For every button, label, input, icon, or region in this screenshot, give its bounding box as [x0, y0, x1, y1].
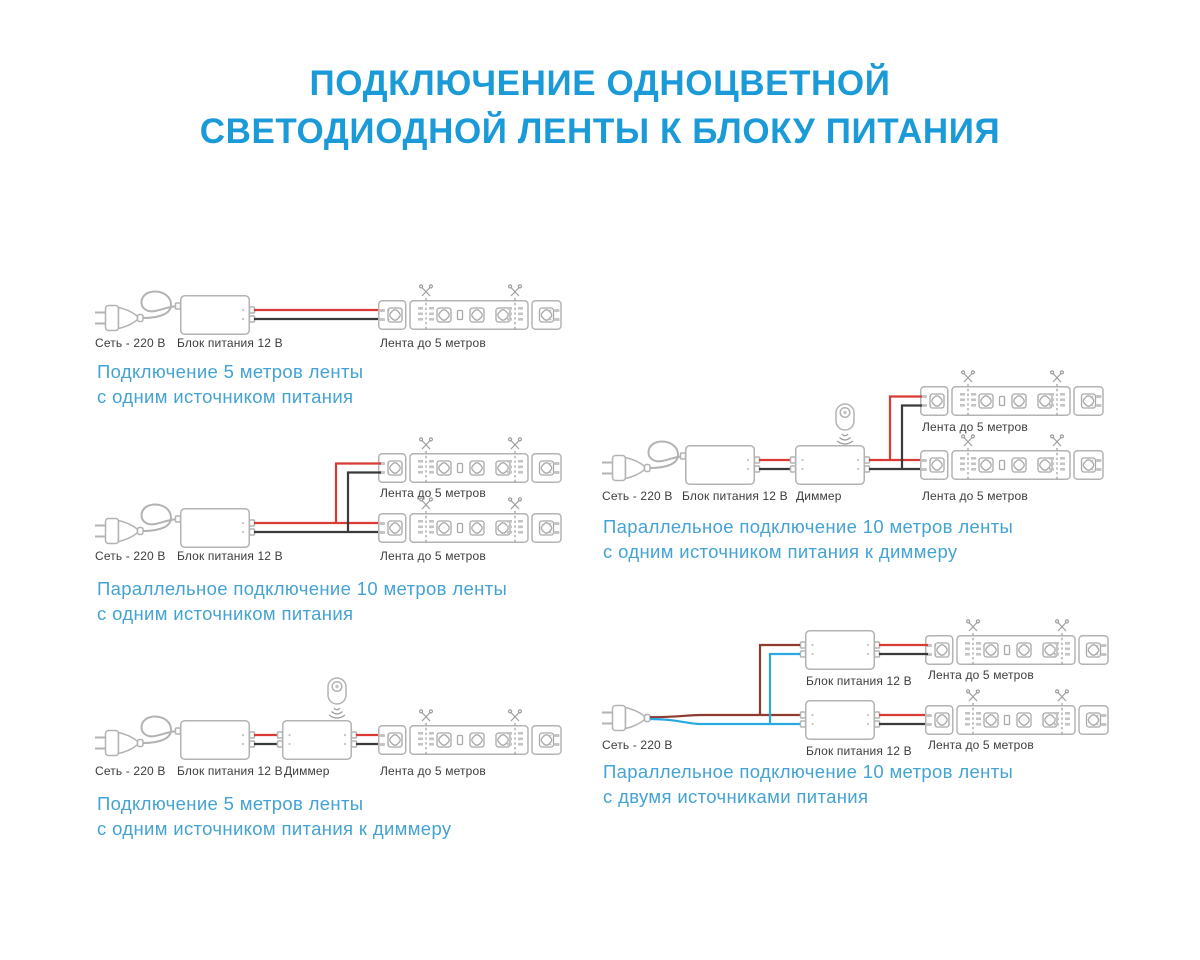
- power-plug-icon: [601, 704, 651, 732]
- label-psu: Блок питания 12 В: [177, 549, 283, 563]
- caption-line1: Параллельное подключение 10 метров ленты: [603, 516, 1014, 537]
- caption-line1: Подключение 5 метров ленты: [97, 361, 364, 382]
- page-title: ПОДКЛЮЧЕНИЕ ОДНОЦВЕТНОЙ СВЕТОДИОДНОЙ ЛЕН…: [0, 60, 1200, 156]
- label-strip: Лента до 5 метров: [380, 486, 486, 500]
- dimmer-box: [789, 445, 871, 485]
- diagram-3-art: [94, 677, 561, 760]
- psu-input-terminal: [174, 302, 182, 310]
- label-psu: Блок питания 12 В: [177, 764, 283, 778]
- label-mains: Сеть - 220 В: [95, 764, 166, 778]
- psu-input-terminal: [174, 515, 182, 523]
- remote-control-icon: [835, 403, 855, 445]
- remote-control-icon: [327, 677, 347, 719]
- label-strip: Лента до 5 метров: [928, 738, 1034, 752]
- label-psu: Блок питания 12 В: [806, 674, 912, 688]
- psu-input-terminal: [174, 727, 182, 735]
- label-strip: Лента до 5 метров: [922, 420, 1028, 434]
- mains-cable: [647, 440, 686, 469]
- label-mains: Сеть - 220 В: [602, 489, 673, 503]
- label-psu: Блок питания 12 В: [682, 489, 788, 503]
- label-dimmer: Диммер: [284, 764, 330, 778]
- psu-input-terminal: [679, 452, 687, 460]
- neutral-wire-branch: [768, 652, 800, 724]
- caption-line2: с двумя источниками питания: [603, 786, 869, 807]
- label-dimmer: Диммер: [796, 489, 842, 503]
- led-strip: [926, 620, 1108, 665]
- led-strip: [921, 371, 1103, 416]
- diagram-1-caption: Подключение 5 метров ленты с одним источ…: [97, 359, 363, 409]
- power-plug-icon: [94, 729, 144, 757]
- diagram-4-caption: Параллельное подключение 10 метров ленты…: [603, 514, 1013, 564]
- mains-cable: [140, 715, 179, 744]
- caption-line2: с одним источником питания к диммеру: [97, 818, 452, 839]
- label-strip: Лента до 5 метров: [380, 336, 486, 350]
- caption-line1: Параллельное подключение 10 метров ленты: [97, 578, 508, 599]
- power-supply-box: [799, 700, 881, 740]
- diagram-2-caption: Параллельное подключение 10 метров ленты…: [97, 576, 507, 626]
- label-mains: Сеть - 220 В: [602, 738, 673, 752]
- caption-line1: Параллельное подключение 10 метров ленты: [603, 761, 1014, 782]
- phase-wire: [649, 713, 800, 719]
- mains-cable: [140, 290, 179, 319]
- label-strip: Лента до 5 метров: [922, 489, 1028, 503]
- caption-line1: Подключение 5 метров ленты: [97, 793, 364, 814]
- phase-wire-branch: [758, 643, 800, 715]
- label-mains: Сеть - 220 В: [95, 336, 166, 350]
- label-strip: Лента до 5 метров: [380, 764, 486, 778]
- diagram-4-art: [601, 371, 1103, 485]
- led-strip: [379, 498, 561, 543]
- caption-line2: с одним источником питания: [97, 386, 354, 407]
- caption-line2: с одним источником питания к диммеру: [603, 541, 958, 562]
- led-strip: [379, 710, 561, 755]
- page-title-line2: СВЕТОДИОДНОЙ ЛЕНТЫ К БЛОКУ ПИТАНИЯ: [199, 112, 1001, 151]
- led-strip: [379, 438, 561, 483]
- power-supply-box: [180, 295, 256, 335]
- diagram-5-caption: Параллельное подключение 10 метров ленты…: [603, 759, 1013, 809]
- diagram-2-art: [94, 438, 561, 548]
- label-mains: Сеть - 220 В: [95, 549, 166, 563]
- neutral-wire: [649, 717, 800, 726]
- power-plug-icon: [94, 304, 144, 332]
- dimmer-box: [276, 720, 358, 760]
- mains-cable: [140, 503, 179, 532]
- black-wire-branch: [346, 471, 381, 532]
- power-supply-box: [799, 630, 881, 670]
- led-strip: [926, 690, 1108, 735]
- power-plug-icon: [601, 454, 651, 482]
- red-wire-branch: [888, 395, 922, 460]
- red-wire-branch: [334, 462, 381, 523]
- power-supply-box: [180, 720, 256, 760]
- label-psu: Блок питания 12 В: [806, 744, 912, 758]
- diagram-1-art: [94, 285, 561, 335]
- diagram-3-caption: Подключение 5 метров ленты с одним источ…: [97, 791, 451, 841]
- label-strip: Лента до 5 метров: [380, 549, 486, 563]
- caption-line2: с одним источником питания: [97, 603, 354, 624]
- power-supply-box: [180, 508, 256, 548]
- power-plug-icon: [94, 517, 144, 545]
- page-title-line1: ПОДКЛЮЧЕНИЕ ОДНОЦВЕТНОЙ: [309, 64, 891, 103]
- label-strip: Лента до 5 метров: [928, 668, 1034, 682]
- black-wire-branch: [900, 404, 922, 469]
- led-strip: [921, 435, 1103, 480]
- label-psu: Блок питания 12 В: [177, 336, 283, 350]
- led-strip: [379, 285, 561, 330]
- power-supply-box: [685, 445, 761, 485]
- diagram-5-art: [601, 620, 1108, 740]
